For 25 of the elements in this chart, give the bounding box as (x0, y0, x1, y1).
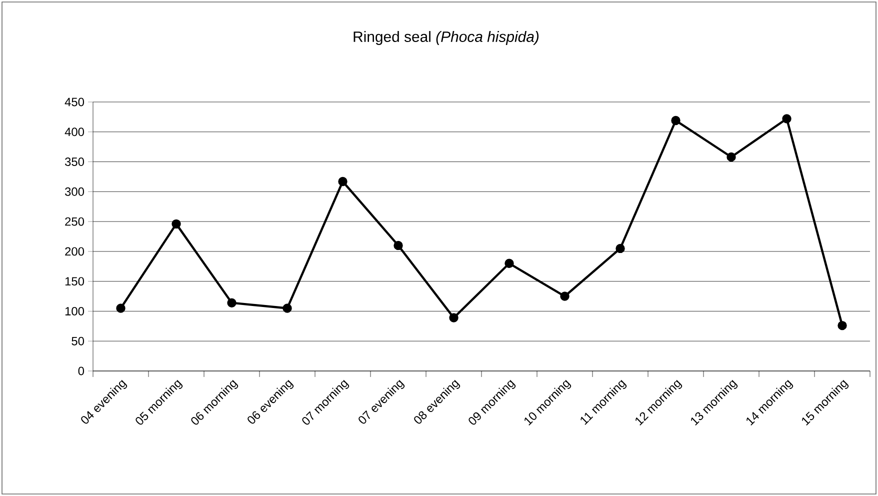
point (838, 320, 847, 330)
point (616, 244, 625, 254)
point (671, 116, 680, 126)
point (116, 304, 126, 313)
y-tick-label: 100 (65, 306, 84, 316)
point (560, 292, 570, 301)
point (782, 114, 792, 124)
point (449, 313, 458, 322)
point (172, 219, 181, 229)
point (394, 240, 403, 250)
y-tick-label: 150 (65, 277, 84, 286)
y-tick-label: 450 (64, 98, 84, 106)
y-tick-label: 200 (65, 247, 84, 256)
y-tick-label: 400 (64, 128, 84, 136)
point (338, 176, 348, 186)
point (504, 258, 514, 268)
point (282, 304, 292, 313)
y-tick-label: 50 (72, 336, 84, 346)
y-tick-label: 300 (64, 187, 84, 196)
point (227, 298, 236, 308)
y-tick-label: 250 (65, 217, 84, 226)
y-tick-label: 350 (64, 158, 84, 166)
chart-title: Ringed seal (Phoca hispida) (354, 31, 539, 45)
point (726, 152, 736, 162)
y-tick-label: 0 (78, 366, 84, 376)
